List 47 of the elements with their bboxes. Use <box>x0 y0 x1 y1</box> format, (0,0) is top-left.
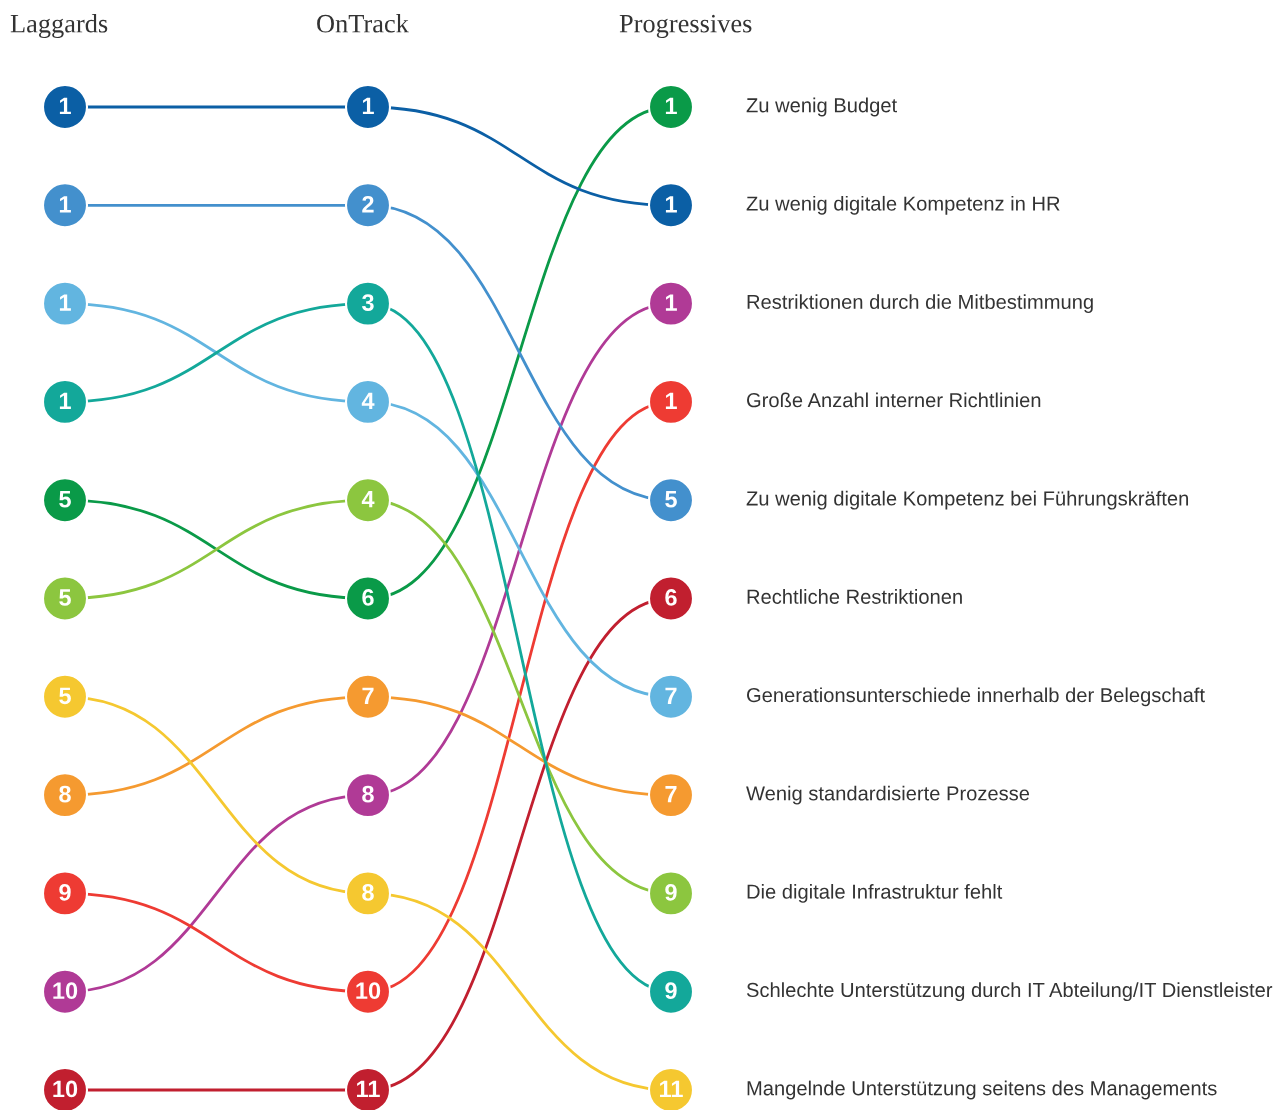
data-label: 2 <box>362 195 374 213</box>
data-label: 1 <box>665 196 677 213</box>
text: Die digitale Infrastruktur fehlt <box>747 884 1003 903</box>
data-label: 9 <box>59 884 71 901</box>
data-label: 8 <box>362 785 374 803</box>
data-label: 3 <box>361 294 374 311</box>
text: Große Anzahl interner Richtlinien <box>747 392 1041 408</box>
data-label: 11 <box>660 1080 683 1098</box>
text: Wenig standardisierte Prozesse <box>746 785 1030 805</box>
data-label: 8 <box>59 785 71 803</box>
data-label: 10 <box>53 1080 78 1098</box>
data-label: 9 <box>665 982 677 1000</box>
category-label: Laggards <box>10 14 108 38</box>
data-label: 1 <box>59 294 71 311</box>
data-label: 6 <box>362 589 374 606</box>
data-label: 7 <box>665 785 677 803</box>
data-label: 5 <box>59 687 71 705</box>
data-label: 1 <box>362 97 374 115</box>
text: Generationsunterschiede innerhalb der Belegschaft <box>747 687 1205 707</box>
data-label: 10 <box>53 982 78 1000</box>
data-label: 4 <box>361 491 375 508</box>
text: Zu wenig digitale Kompetenz bei Führungskräften <box>746 490 1188 510</box>
text: Rechtliche Restriktionen <box>747 589 962 604</box>
text: Zu wenig Budget <box>746 97 897 117</box>
text: Schlechte Unterstützung durch IT Abteilung/IT Dienstleister <box>746 982 1273 1002</box>
text: Mangelnde Unterstützung seitens des Managements <box>747 1080 1217 1100</box>
data-label: 11 <box>357 1080 380 1098</box>
data-label: 8 <box>362 884 374 901</box>
data-label: 1 <box>59 392 71 410</box>
data-label: 4 <box>361 392 375 410</box>
data-label: 1 <box>665 392 677 410</box>
category-label: OnTrack <box>317 14 409 33</box>
category-label: Progressives <box>619 14 752 38</box>
data-label: 5 <box>59 589 71 606</box>
data-label: 9 <box>665 884 677 901</box>
data-label: 6 <box>665 589 677 606</box>
data-label: 5 <box>59 491 71 508</box>
text: Zu wenig digitale Kompetenz in HR <box>746 195 1060 215</box>
data-label: 1 <box>59 196 71 213</box>
data-label: 7 <box>362 687 374 704</box>
text: Restriktionen durch die Mitbestimmung <box>747 294 1093 313</box>
data-label: 1 <box>59 97 71 115</box>
data-label: 1 <box>665 97 677 115</box>
data-label: 7 <box>665 687 677 704</box>
data-label: 5 <box>665 491 677 508</box>
data-label: 1 <box>665 294 677 311</box>
data-label: 10 <box>356 982 381 1000</box>
